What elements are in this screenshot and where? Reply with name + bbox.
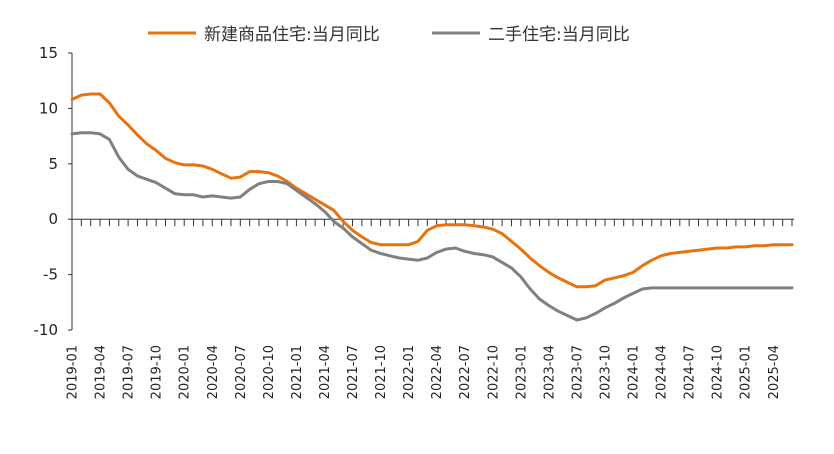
x-tick-label: 2022-10: [486, 345, 501, 399]
legend-label-new-homes: 新建商品住宅:当月同比: [204, 25, 380, 45]
x-tick-label: 2023-04: [542, 345, 557, 399]
y-tick-label: 5: [48, 155, 58, 173]
x-tick-label: 2020-04: [206, 345, 221, 399]
x-tick-label: 2019-07: [122, 345, 137, 399]
x-tick-label: 2019-04: [94, 345, 109, 399]
x-tick-label: 2019-01: [66, 345, 81, 399]
legend-label-second-hand: 二手住宅:当月同比: [488, 25, 630, 45]
x-tick-label: 2021-10: [374, 345, 389, 399]
x-tick-label: 2019-10: [150, 345, 165, 399]
series-line-second-hand: [70, 131, 794, 322]
plot-lines: [70, 92, 794, 322]
x-tick-label: 2025-04: [767, 345, 782, 399]
x-tick-label: 2021-07: [346, 345, 361, 399]
y-tick-label: 0: [48, 210, 58, 228]
x-tick-label: 2022-07: [458, 345, 473, 399]
x-tick-label: 2021-01: [290, 345, 305, 399]
x-tick-label: 2021-04: [318, 345, 333, 399]
y-tick-label: 10: [39, 99, 58, 117]
x-tick-label: 2024-10: [711, 345, 726, 399]
x-tick-label: 2020-10: [262, 345, 277, 399]
x-axis: 2019-01 2019-04 2019-07 2019-10 2020-01 2020-…: [66, 218, 794, 399]
x-tick-label: 2024-04: [655, 345, 670, 399]
x-tick-label: 2022-04: [430, 345, 445, 399]
x-tick-label: 2024-07: [683, 345, 698, 399]
legend: 新建商品住宅:当月同比 二手住宅:当月同比: [148, 25, 630, 45]
x-tick-label: 2025-01: [739, 345, 754, 399]
x-tick-label: 2020-01: [178, 345, 193, 399]
y-tick-label: -10: [34, 321, 59, 339]
y-tick-label: 15: [39, 44, 58, 62]
x-tick-label: 2023-07: [570, 345, 585, 399]
x-tick-label: 2020-07: [234, 345, 249, 399]
x-tick-label: 2023-01: [514, 345, 529, 399]
y-axis: 15 10 5 0 -5 -10: [34, 44, 73, 339]
y-tick-label: -5: [43, 266, 58, 284]
series-line-new-homes: [70, 92, 794, 289]
x-tick-label: 2022-01: [402, 345, 417, 399]
x-tick-label: 2024-01: [627, 345, 642, 399]
x-tick-label: 2023-10: [598, 345, 613, 399]
